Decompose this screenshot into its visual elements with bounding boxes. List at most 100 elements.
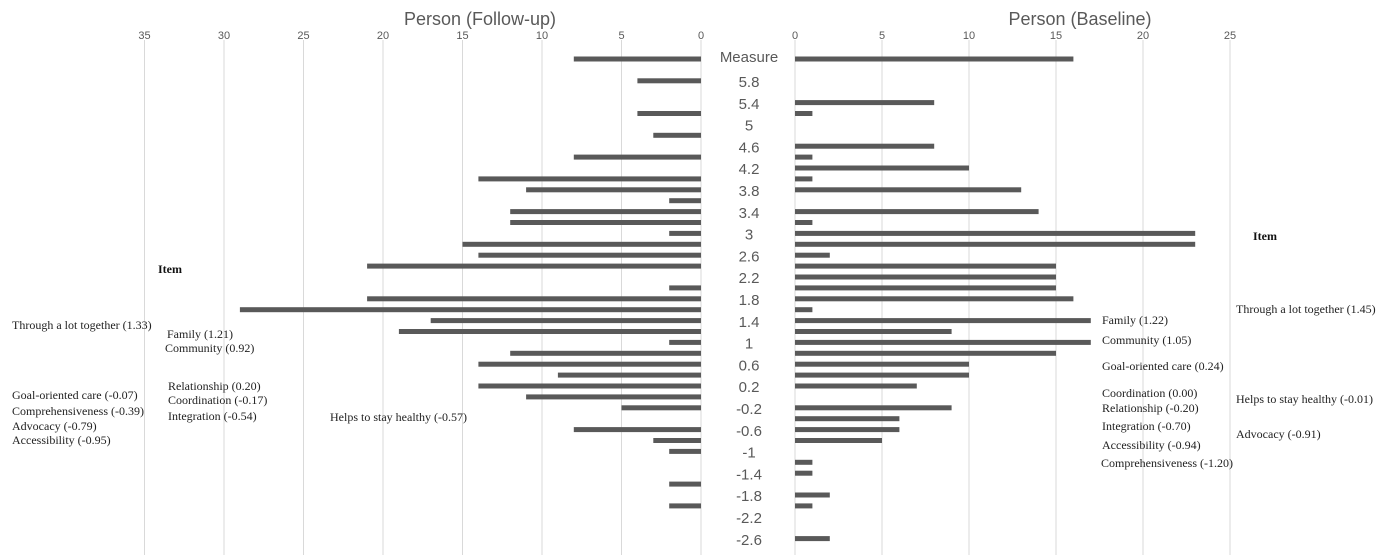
baseline-bar: [795, 263, 1056, 269]
right-item-label: Accessibility (-0.94): [1102, 438, 1201, 452]
measure-label: -1: [742, 445, 755, 462]
left-item-label: Relationship (0.20): [168, 379, 261, 393]
measure-label: -1.8: [736, 488, 762, 505]
left-item-label: Community (0.92): [165, 341, 254, 355]
baseline-bar: [795, 209, 1039, 215]
right-item-label: Goal-oriented care (0.24): [1102, 359, 1224, 373]
right-item-label: Relationship (-0.20): [1102, 401, 1199, 415]
follow-up-bar: [462, 241, 701, 247]
baseline-bar: [795, 143, 935, 149]
measure-label: 1.4: [739, 314, 760, 331]
right-item-label: Helps to stay healthy (-0.01): [1236, 392, 1373, 406]
baseline-bar: [795, 416, 900, 422]
baseline-bar: [795, 405, 952, 411]
tick-labels: 35 30 25 20 15 10 5 0 0 5 10 15 20 25: [138, 30, 1236, 42]
measure-label: -1.4: [736, 466, 762, 483]
right-tick-label: 25: [1224, 30, 1236, 42]
left-item-label: Helps to stay healthy (-0.57): [330, 410, 467, 424]
measure-label: 1.8: [739, 292, 760, 309]
follow-up-bar: [367, 296, 701, 302]
measure-label: 0.6: [739, 357, 760, 374]
follow-up-bar: [669, 285, 701, 291]
baseline-bar: [795, 187, 1022, 193]
follow-up-bar: [526, 187, 701, 193]
baseline-bar: [795, 296, 1074, 302]
left-tick-label: 35: [138, 30, 150, 42]
measure-label: -2.6: [736, 532, 762, 549]
left-item-heading: Item: [158, 262, 182, 276]
baseline-bar: [795, 241, 1196, 247]
left-tick-label: 25: [297, 30, 309, 42]
right-tick-label: 0: [792, 30, 798, 42]
left-tick-label: 15: [456, 30, 468, 42]
baseline-bar: [795, 470, 813, 476]
measure-label: 5.8: [739, 74, 760, 91]
left-item-label: Goal-oriented care (-0.07): [12, 388, 138, 402]
measure-label: 0.2: [739, 379, 760, 396]
follow-up-bar: [653, 132, 701, 138]
follow-up-bar: [669, 198, 701, 204]
left-item-labels: Through a lot together (1.33) Family (1.…: [12, 318, 467, 447]
follow-up-bar: [239, 307, 701, 313]
baseline-bar: [795, 459, 813, 465]
measure-label: -3: [742, 554, 755, 555]
baseline-bar: [795, 318, 1091, 324]
left-item-label: Family (1.21): [167, 327, 233, 341]
measure-label: 5: [745, 118, 753, 135]
right-item-heading: Item: [1253, 229, 1277, 243]
right-item-label: Comprehensiveness (-1.20): [1101, 456, 1233, 470]
left-item-label: Comprehensiveness (-0.39): [12, 404, 144, 418]
measure-label: 2.2: [739, 270, 760, 287]
left-tick-label: 10: [536, 30, 548, 42]
baseline-bar: [795, 339, 1091, 345]
baseline-bar: [795, 383, 917, 389]
follow-up-bar: [510, 350, 701, 356]
right-panel-title: Person (Baseline): [1008, 9, 1151, 29]
right-item-label: Family (1.22): [1102, 313, 1168, 327]
baseline-bar: [795, 361, 969, 367]
measure-label: 3.8: [739, 183, 760, 200]
left-item-label: Through a lot together (1.33): [12, 318, 152, 332]
follow-up-bar: [637, 78, 701, 84]
measure-label: 4.2: [739, 161, 760, 178]
follow-up-bar: [653, 438, 701, 443]
left-tick-label: 0: [698, 30, 704, 42]
baseline-bar: [795, 165, 969, 171]
follow-up-bar: [367, 263, 701, 269]
follow-up-bar: [669, 503, 701, 509]
follow-up-bar: [398, 329, 701, 334]
right-tick-label: 20: [1137, 30, 1149, 42]
measure-label: 2.6: [739, 248, 760, 265]
measure-label: -0.2: [736, 401, 762, 418]
left-panel-title: Person (Follow-up): [404, 9, 556, 29]
baseline-bar: [795, 220, 813, 225]
follow-up-bar: [478, 176, 701, 182]
baseline-bar: [795, 536, 830, 542]
follow-up-bar: [430, 318, 701, 324]
baseline-bar: [795, 329, 952, 334]
baseline-bar: [795, 56, 1074, 62]
right-item-labels: Through a lot together (1.45) Family (1.…: [1101, 302, 1376, 470]
baseline-bar: [795, 274, 1056, 280]
measure-label: 3.4: [739, 205, 760, 222]
follow-up-bar: [573, 154, 701, 160]
follow-up-bar: [669, 230, 701, 236]
baseline-bar: [795, 307, 813, 313]
follow-up-bar: [573, 56, 701, 62]
baseline-bar: [795, 252, 830, 258]
follow-up-bar: [526, 394, 701, 400]
follow-up-bar: [510, 209, 701, 215]
baseline-bar: [795, 503, 813, 509]
right-item-label: Advocacy (-0.91): [1236, 427, 1321, 441]
baseline-bar: [795, 438, 882, 443]
measure-label: 3: [745, 227, 753, 244]
left-tick-label: 20: [377, 30, 389, 42]
left-tick-label: 30: [218, 30, 230, 42]
right-item-label: Coordination (0.00): [1102, 386, 1197, 400]
measure-axis-title: Measure: [720, 49, 778, 66]
left-tick-label: 5: [618, 30, 624, 42]
baseline-bar: [795, 427, 900, 433]
follow-up-bar: [669, 481, 701, 487]
follow-up-bar: [621, 405, 701, 411]
right-item-label: Through a lot together (1.45): [1236, 302, 1376, 316]
